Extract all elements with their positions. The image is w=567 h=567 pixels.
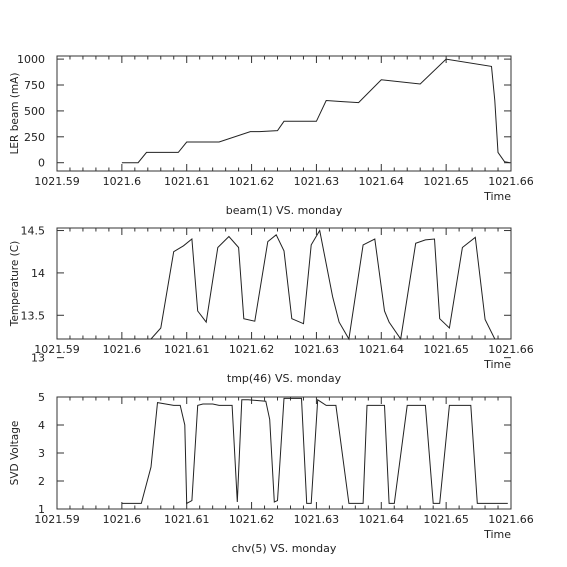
beam-series-line	[121, 58, 510, 164]
beam-x-tick-label: 1021.66	[488, 175, 534, 188]
voltage-x-tick-label: 1021.64	[359, 513, 405, 526]
beam-y-tick-label: 500	[24, 105, 45, 118]
voltage-caption: chv(5) VS. monday	[232, 542, 337, 555]
temperature-series-line	[121, 229, 510, 341]
temperature-caption: tmp(46) VS. monday	[227, 372, 342, 385]
beam-x-tick-label: 1021.6	[103, 175, 142, 188]
temperature-y-tick-label: 13	[31, 352, 45, 365]
voltage-x-tick-label: 1021.59	[34, 513, 80, 526]
temperature-plot-frame	[56, 227, 512, 340]
beam-x-tick-label: 1021.64	[359, 175, 405, 188]
temperature-y-tick-label: 14.5	[21, 225, 46, 238]
temperature-y-tick-label: 13.5	[21, 309, 46, 322]
temperature-x-tick-label: 1021.59	[34, 343, 80, 356]
beam-y-tick-label: 250	[24, 131, 45, 144]
temperature-x-tick-label: 1021.61	[164, 343, 210, 356]
beam-x-tick-label: 1021.62	[229, 175, 275, 188]
temperature-y-axis-label: Temperature (C)	[9, 241, 21, 327]
voltage-y-tick-label: 4	[38, 419, 45, 432]
voltage-x-tick-label: 1021.63	[294, 513, 340, 526]
beam-y-axis-label: LER beam (mA)	[9, 73, 21, 155]
temperature-x-tick-label: 1021.63	[294, 343, 340, 356]
voltage-x-tick-label: 1021.66	[488, 513, 534, 526]
beam-y-tick-label: 1000	[17, 53, 45, 66]
temperature-x-axis-label: Time	[483, 358, 511, 371]
temperature-y-tick-label: 14	[31, 267, 45, 280]
temperature-x-tick-label: 1021.6	[103, 343, 142, 356]
voltage-x-tick-label: 1021.65	[423, 513, 469, 526]
beam-x-tick-label: 1021.63	[294, 175, 340, 188]
temperature-x-tick-label: 1021.65	[423, 343, 469, 356]
voltage-y-axis-label: SVD Voltage	[9, 421, 21, 486]
voltage-y-tick-label: 5	[38, 391, 45, 404]
voltage-series-line	[121, 397, 508, 505]
temperature-x-tick-label: 1021.62	[229, 343, 275, 356]
voltage-plot-frame	[56, 396, 512, 510]
beam-y-tick-label: 0	[38, 157, 45, 170]
beam-x-tick-label: 1021.59	[34, 175, 80, 188]
beam-x-tick-label: 1021.65	[423, 175, 469, 188]
voltage-x-tick-label: 1021.62	[229, 513, 275, 526]
beam-y-tick-label: 750	[24, 79, 45, 92]
voltage-y-tick-label: 1	[38, 503, 45, 516]
voltage-x-tick-label: 1021.6	[103, 513, 142, 526]
beam-plot-frame	[56, 55, 512, 172]
voltage-x-axis-label: Time	[483, 528, 511, 541]
temperature-x-tick-label: 1021.64	[359, 343, 405, 356]
beam-x-axis-label: Time	[483, 190, 511, 203]
voltage-x-tick-label: 1021.61	[164, 513, 210, 526]
beam-x-tick-label: 1021.61	[164, 175, 210, 188]
beam-caption: beam(1) VS. monday	[226, 204, 343, 217]
voltage-y-tick-label: 2	[38, 475, 45, 488]
temperature-x-tick-label: 1021.66	[488, 343, 534, 356]
voltage-y-tick-label: 3	[38, 447, 45, 460]
